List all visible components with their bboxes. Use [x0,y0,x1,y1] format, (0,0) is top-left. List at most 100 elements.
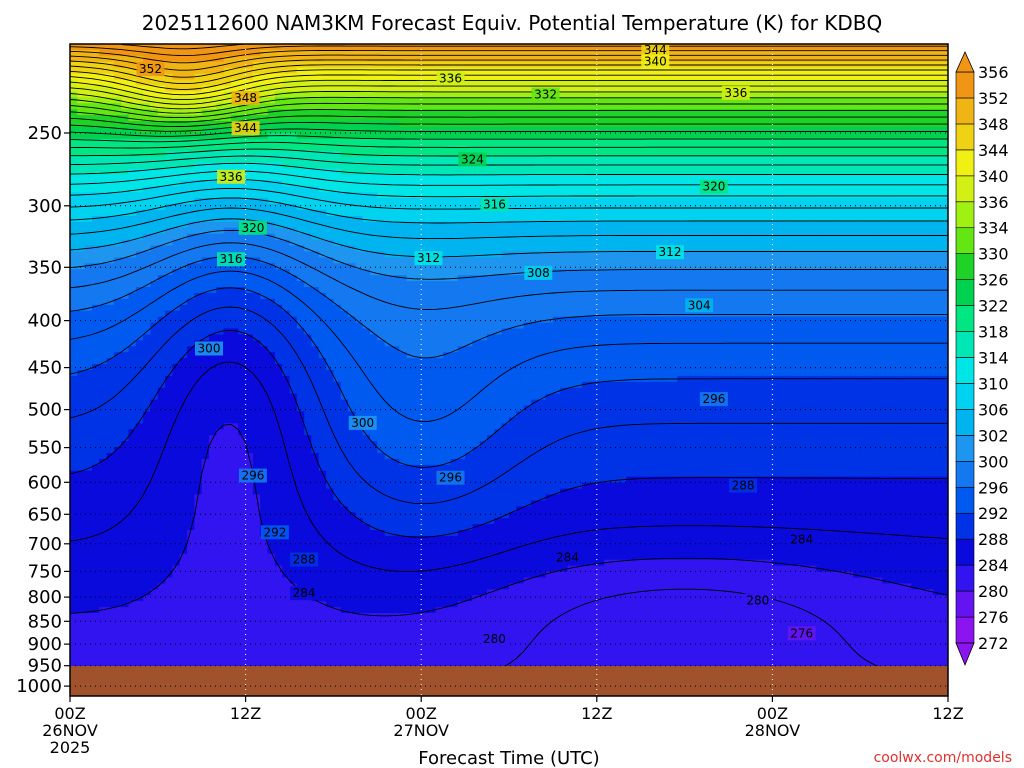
contour-line [70,197,948,224]
contour-label: 276 [787,626,816,641]
colorbar-tick-label: 330 [978,245,1009,264]
contour-line [70,64,948,85]
contour-line [70,170,948,186]
y-axis: 2503003504004505005506006507007508008509… [16,123,70,697]
x-tick-label: 00Z 26NOV 2025 [42,704,98,757]
contour-line [70,115,948,128]
y-tick-label: 400 [28,311,62,332]
contour-line [70,361,948,572]
colorbar-tick-label: 300 [978,452,1009,471]
y-tick-label: 850 [28,611,62,632]
contour-line [70,121,948,132]
contour-label: 296 [238,468,267,483]
contour-label: 336 [217,169,245,184]
colorbar-tick-label: 314 [978,349,1009,368]
contour-line [70,45,948,57]
contour-line [70,109,948,123]
colorbar-tick-label: 276 [978,608,1009,627]
contour-label: 336 [721,85,750,100]
contour-line [70,229,948,280]
colorbar-swatch [955,409,975,436]
contour-line [70,74,948,96]
contour-line [70,162,948,176]
contour-label: 308 [524,265,553,280]
colorbar-swatch [955,460,975,488]
contour-label: 320 [699,179,728,194]
colorbar-tick-label: 284 [978,556,1009,575]
x-tick-label: 00Z 28NOV [745,704,801,740]
contour-label: 332 [531,87,560,102]
contour-line [121,44,246,50]
x-tick-label: 12Z [230,704,261,723]
colorbar-swatch [955,97,975,125]
credit-link[interactable]: coolwx.com/models [874,750,1012,766]
colorbar-swatch [955,253,975,280]
colorbar-swatch [955,279,975,306]
colorbar-swatch [955,383,975,410]
chart-title: 2025112600 NAM3KM Forecast Equiv. Potent… [142,11,882,35]
contour-line [70,96,948,114]
contour-line [70,255,948,359]
contour-line [70,423,948,617]
grid-lines [70,44,948,696]
colorbar-swatch [955,149,975,177]
contour-line [70,207,948,240]
colorbar-tick-label: 322 [978,297,1009,316]
y-tick-label: 1000 [16,676,62,697]
contour-label: 320 [238,220,267,235]
colorbar-tick-label: 334 [978,219,1009,238]
isotherm-contours [70,44,948,687]
colorbar-tick-label: 340 [978,167,1009,186]
x-tick-label: 12Z [581,704,612,723]
contour-label: 280 [480,631,509,646]
y-tick-label: 900 [28,634,62,655]
contour-line [70,102,948,119]
colorbar-swatch [955,201,975,229]
contour-label: 284 [787,532,816,547]
y-tick-label: 300 [28,196,62,217]
colorbar-tick-label: 280 [978,582,1009,601]
colorbar-swatch [955,331,975,358]
colorbar-swatch [955,305,975,332]
colorbar-tick-label: 288 [978,530,1009,549]
colorbar-tick-label: 344 [978,141,1009,160]
x-axis-label: Forecast Time (UTC) [418,748,599,768]
colorbar-tick-label: 310 [978,375,1009,394]
y-tick-label: 800 [28,587,62,608]
colorbar-top-arrow [955,51,975,73]
contour-label: 288 [729,478,758,493]
contour-label: 288 [290,552,319,567]
y-tick-label: 250 [28,123,62,144]
contour-line [70,79,948,101]
y-tick-label: 700 [28,534,62,555]
contour-label: 312 [656,245,684,260]
x-tick-label: 12Z [932,704,963,723]
colorbar-tick-label: 306 [978,400,1009,419]
colorbar: 272 276 280 284 288 292 296 300 302 306 310 314 318 3… [955,51,1009,667]
contour-line [70,69,948,90]
plot-frame [69,43,949,697]
colorbar-tick-label: 318 [978,323,1009,342]
y-tick-label: 950 [28,656,62,677]
contour-label: 280 [743,593,772,608]
contour-label: 324 [458,152,487,167]
colorbar-tick-label: 348 [978,115,1009,134]
contour-line [70,135,948,143]
contour-line [70,141,948,149]
colorbar-tick-label: 296 [978,478,1009,497]
colorbar-swatch [955,227,975,254]
contour-label: 340 [641,54,670,69]
y-tick-label: 650 [28,504,62,525]
y-tick-label: 600 [28,472,62,493]
contour-line [70,50,948,64]
contour-line [70,329,948,538]
colorbar-swatch [955,175,975,203]
contour-label: 344 [641,42,670,57]
contour-label: 348 [231,91,260,105]
colorbar-swatch [955,512,975,540]
contour-line [70,59,948,78]
colorbar-swatch [955,486,975,514]
colorbar-swatch [955,71,975,99]
contour-label: 312 [414,251,443,266]
colorbar-tick-label: 272 [978,634,1009,653]
